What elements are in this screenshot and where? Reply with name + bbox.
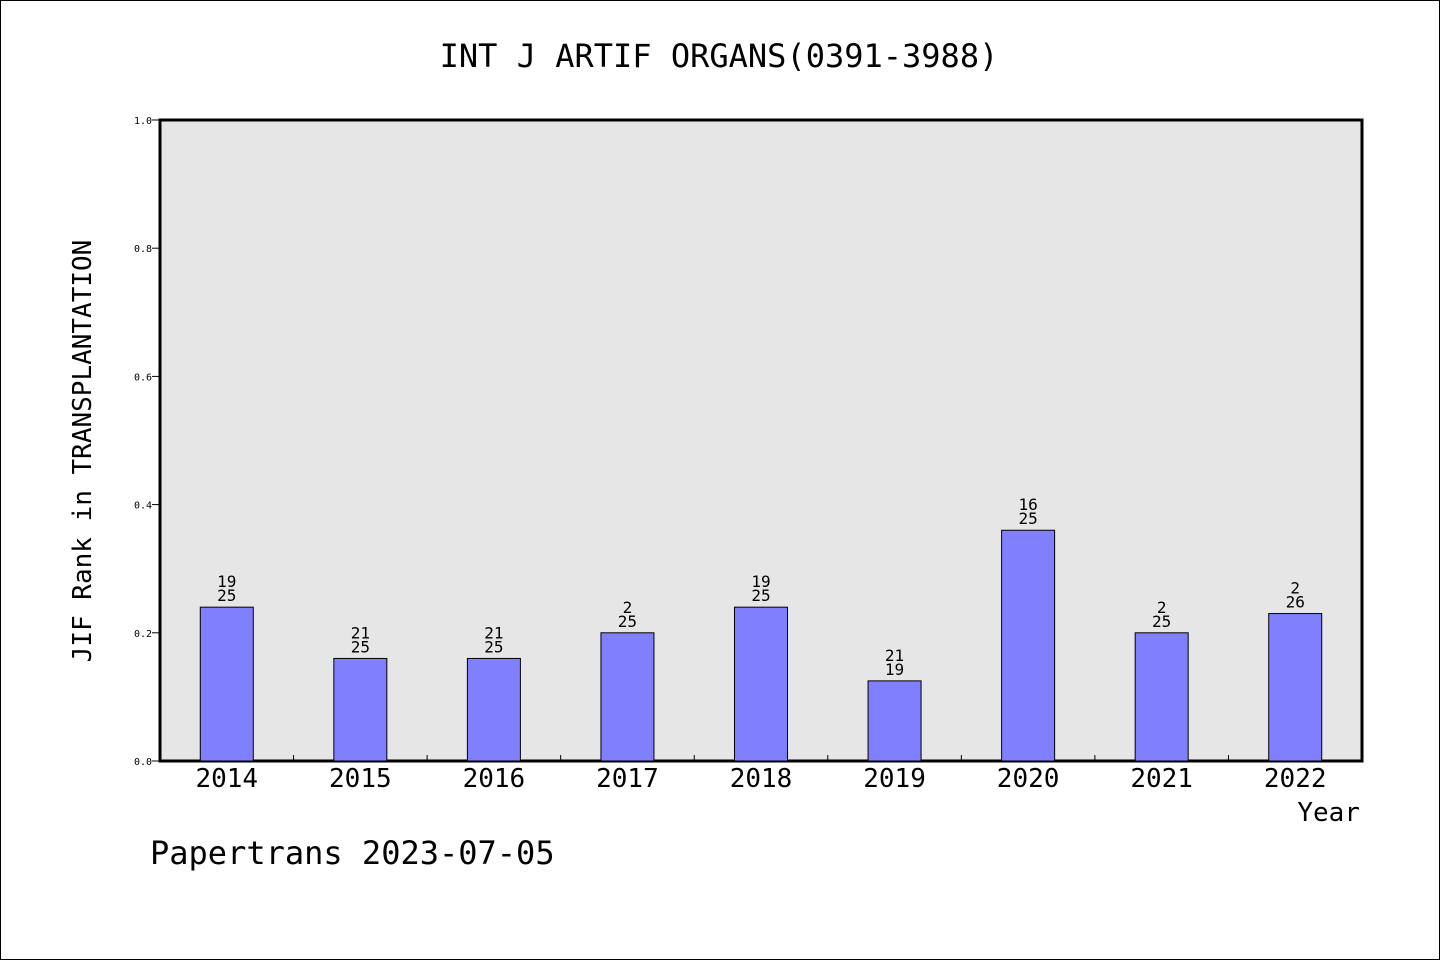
- x-tick-label: 2019: [863, 764, 926, 794]
- bar-label-total: 25: [1018, 509, 1037, 528]
- y-tick-label: 0.8: [134, 244, 152, 255]
- y-tick-label: 1.0: [134, 116, 152, 127]
- bar-label-total: 25: [1152, 612, 1171, 631]
- bar-label-total: 25: [484, 637, 503, 656]
- y-axis-label: JIF Rank in TRANSPLANTATION: [68, 240, 98, 663]
- bar-label-total: 19: [885, 660, 904, 679]
- bar-label-total: 26: [1286, 593, 1305, 612]
- x-tick-label: 2016: [463, 764, 526, 794]
- y-tick-label: 0.0: [134, 757, 152, 768]
- bar-label-rank: 21: [351, 623, 370, 642]
- bar-label-rank: 19: [217, 572, 236, 591]
- bar: [1268, 613, 1323, 762]
- bar-label-total: 25: [351, 637, 370, 656]
- x-tick-label: 2021: [1130, 764, 1193, 794]
- bar-label-rank: 21: [885, 646, 904, 665]
- footer-note: Papertrans 2023-07-05: [150, 834, 555, 872]
- bar: [333, 657, 388, 762]
- bar: [199, 606, 254, 762]
- bar-label-total: 25: [751, 586, 770, 605]
- bar: [1134, 632, 1189, 762]
- x-axis-ticks: 2014 2015 2016 2017 2018 2019 2020 2021 2022: [195, 755, 1327, 794]
- y-tick-label: 0.4: [134, 501, 152, 512]
- bar-label-rank: 2: [623, 598, 633, 617]
- bar: [1001, 529, 1056, 762]
- bar: [734, 606, 788, 762]
- bar-label-total: 25: [618, 612, 637, 631]
- chart-title: INT J ARTIF ORGANS(0391-3988): [440, 37, 999, 75]
- bar-label-rank: 2: [1290, 579, 1300, 598]
- bar-label-rank: 2: [1157, 598, 1167, 617]
- bar-label-rank: 19: [751, 572, 770, 591]
- y-tick-label: 0.6: [134, 372, 152, 383]
- y-tick-label: 0.2: [134, 629, 152, 640]
- x-tick-label: 2015: [329, 764, 392, 794]
- bar-label-total: 25: [217, 586, 236, 605]
- x-tick-label: 2017: [596, 764, 659, 794]
- y-axis-ticks: 0.0 0.2 0.4 0.6 0.8 1.0: [134, 116, 160, 768]
- x-axis-label: Year: [1297, 798, 1360, 828]
- bar-label-rank: 16: [1018, 495, 1037, 514]
- bar: [466, 657, 521, 762]
- bar: [867, 680, 922, 762]
- x-tick-label: 2014: [195, 764, 258, 794]
- x-tick-label: 2018: [730, 764, 793, 794]
- x-tick-label: 2022: [1264, 764, 1327, 794]
- bar: [600, 632, 655, 762]
- bar-label-rank: 21: [484, 623, 503, 642]
- x-tick-label: 2020: [997, 764, 1060, 794]
